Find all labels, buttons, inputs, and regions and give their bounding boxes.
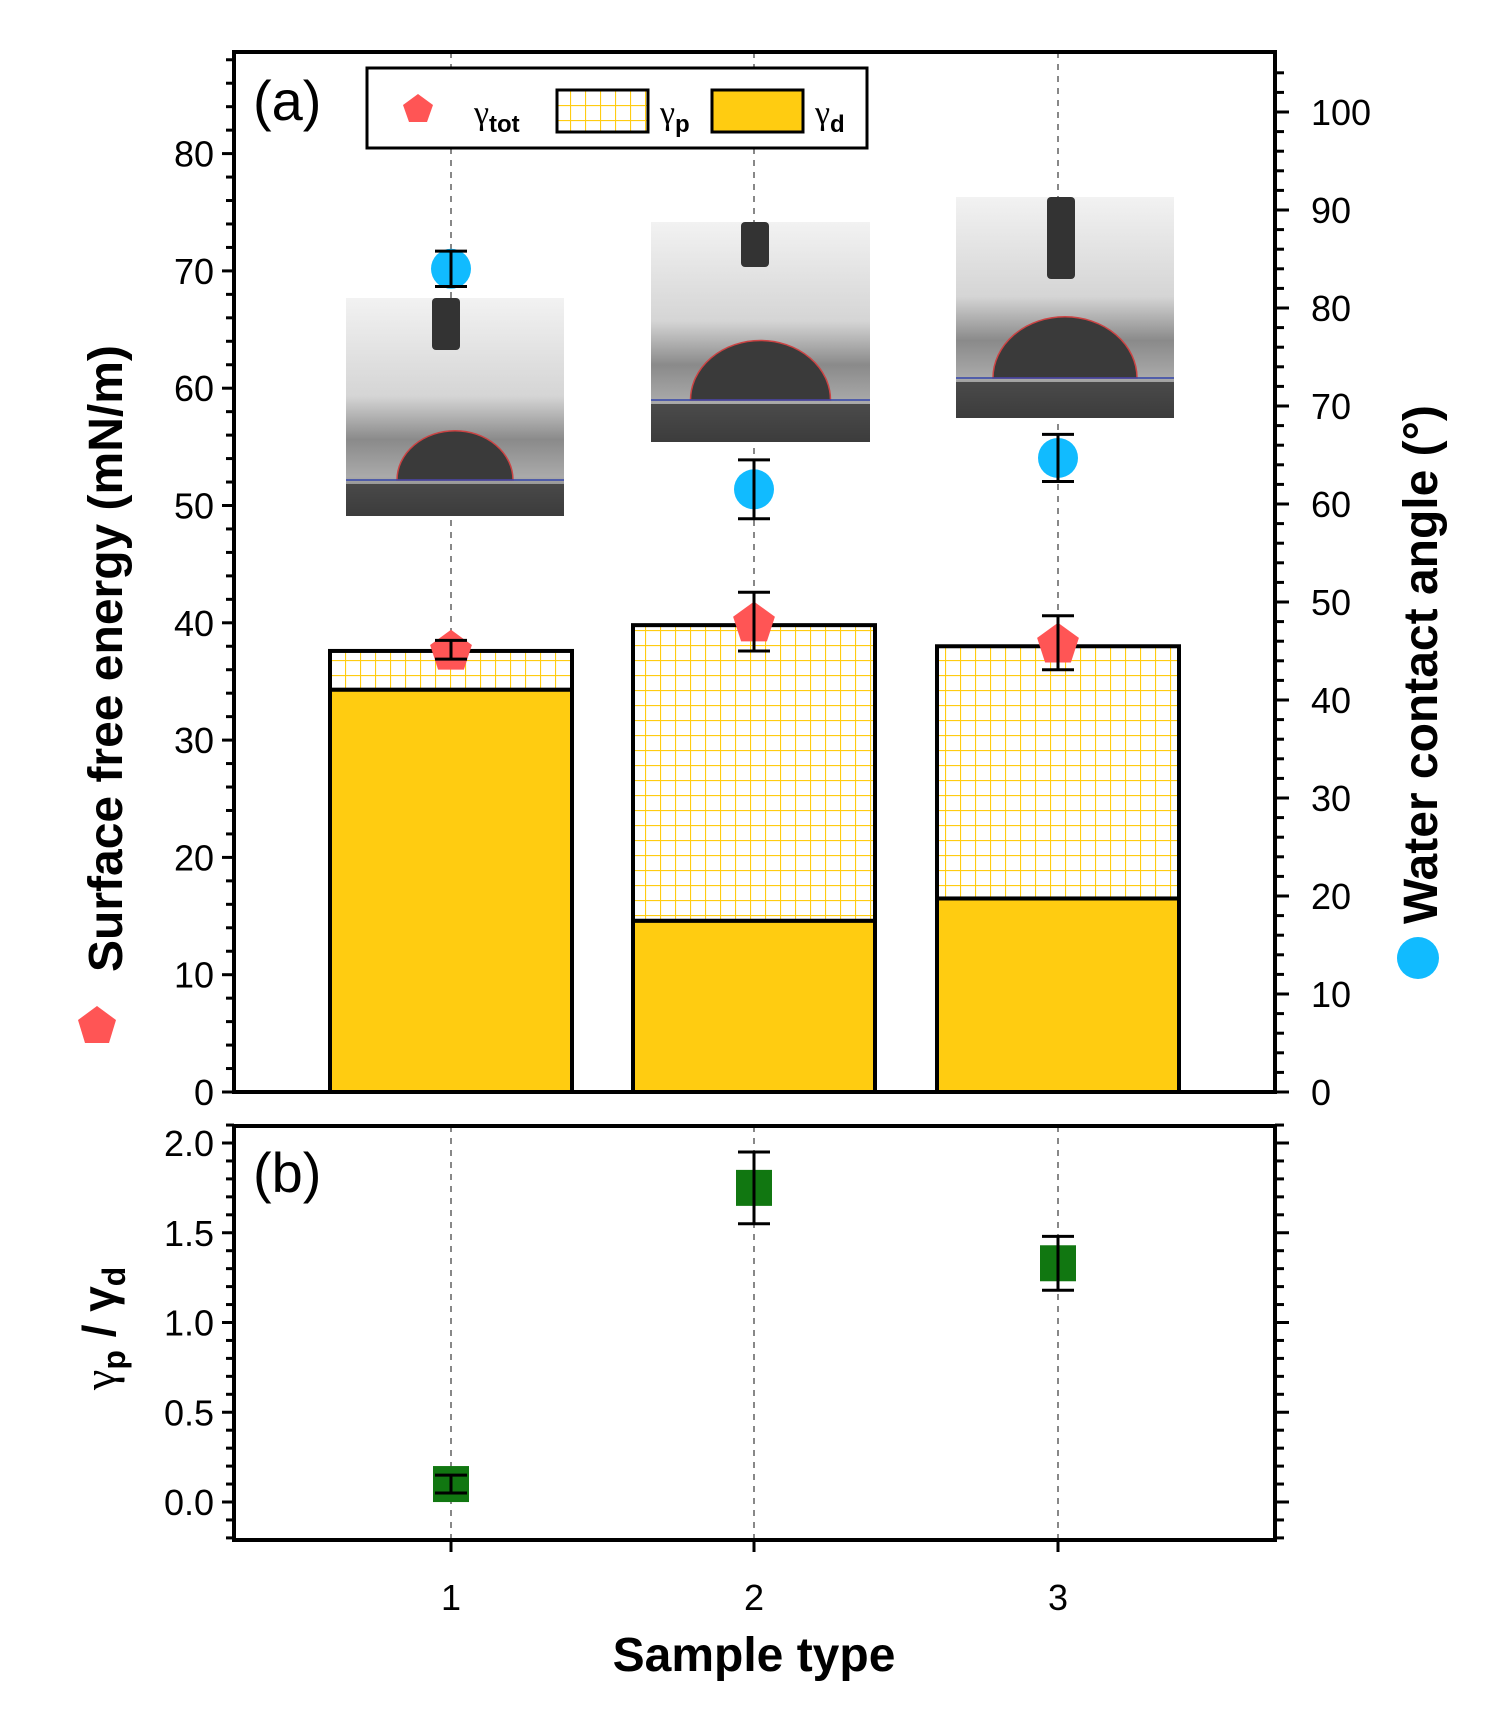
right-tick-label: 10 xyxy=(1311,974,1351,1015)
bar-gamma-p-2 xyxy=(631,623,877,923)
x-tick-label: 1 xyxy=(441,1577,461,1618)
left-tick-label: 70 xyxy=(174,251,214,292)
right-axis-title: Water contact angle (°) xyxy=(1395,405,1448,979)
x-tick-label: 3 xyxy=(1048,1577,1068,1618)
substrate-1 xyxy=(346,484,564,516)
right-tick-label: 100 xyxy=(1311,92,1371,133)
ratio-axis-title: γp / γd xyxy=(73,1267,132,1391)
droplet-icon-1 xyxy=(396,430,514,481)
right-tick-label: 0 xyxy=(1311,1072,1331,1113)
legend: γtot γp γd xyxy=(365,66,869,150)
left-tick-label: 50 xyxy=(174,486,214,527)
left-axis-ticks: 0 10 20 30 40 50 60 70 80 xyxy=(174,58,234,1113)
marker-points xyxy=(430,248,1079,672)
inset-1 xyxy=(346,298,564,516)
right-tick-label: 20 xyxy=(1311,876,1351,917)
droplet-icon-2 xyxy=(689,339,832,401)
left-axis-title-text: Surface free energy (mN/m) xyxy=(80,345,133,972)
left-tick-label: 10 xyxy=(174,955,214,996)
legend-grid-swatch xyxy=(555,88,650,134)
x-axis-title: Sample type xyxy=(613,1629,896,1682)
needle-icon-3 xyxy=(1047,197,1075,279)
left-tick-label-b: 1.5 xyxy=(164,1213,214,1254)
left-tick-label-b: 0.0 xyxy=(164,1482,214,1523)
panel-a: 0 10 20 30 40 50 60 70 80 0 10 20 30 40 50 60 70 80 90 100… xyxy=(78,50,1448,1113)
legend-label-gamma-p: γp xyxy=(659,95,690,138)
left-axis-title: Surface free energy (mN/m) xyxy=(78,345,133,1043)
left-tick-label: 80 xyxy=(174,134,214,175)
inset-3 xyxy=(956,197,1174,418)
stacked-bars xyxy=(328,623,1181,1095)
bar-gamma-d-1 xyxy=(328,687,574,1094)
left-tick-label-b: 0.5 xyxy=(164,1392,214,1433)
legend-solid-swatch xyxy=(710,88,805,134)
drop-image-insets xyxy=(346,197,1174,516)
inset-2 xyxy=(651,222,870,442)
x-axis-ticks: 1 2 3 xyxy=(441,1540,1068,1618)
left-tick-label: 0 xyxy=(194,1072,214,1113)
legend-label-gamma-d: γd xyxy=(814,95,845,138)
category-guide-lines-b xyxy=(450,1126,1059,1540)
left-tick-label-b: 2.0 xyxy=(164,1123,214,1164)
bar-gamma-d-2 xyxy=(631,918,877,1094)
left-axis-pentagon-icon xyxy=(78,1006,116,1043)
legend-pentagon-icon xyxy=(403,94,433,122)
right-axis-title-text: Water contact angle (°) xyxy=(1395,405,1448,924)
right-tick-label: 60 xyxy=(1311,484,1351,525)
right-tick-label: 30 xyxy=(1311,778,1351,819)
needle-icon-1 xyxy=(432,298,460,350)
legend-label-gamma-tot: γtot xyxy=(473,95,520,138)
right-tick-label: 80 xyxy=(1311,288,1351,329)
substrate-3 xyxy=(956,382,1174,418)
plot-frame-a xyxy=(232,50,1277,1094)
right-tick-label: 90 xyxy=(1311,190,1351,231)
substrate-2 xyxy=(651,404,870,442)
right-axis-circle-icon xyxy=(1397,937,1439,979)
panel-b: 0.0 0.5 1.0 1.5 2.0 1 2 3 (b) γp / γd Sample t… xyxy=(73,1123,1289,1682)
right-axis-ticks-b xyxy=(1275,1123,1289,1540)
right-axis-ticks: 0 10 20 30 40 50 60 70 80 90 100 xyxy=(1275,71,1371,1113)
x-tick-label: 2 xyxy=(744,1577,764,1618)
right-tick-label: 50 xyxy=(1311,582,1351,623)
panel-label-b: (b) xyxy=(253,1141,321,1204)
bar-gamma-p-3 xyxy=(935,644,1181,901)
ratio-points xyxy=(433,1150,1076,1503)
bar-gamma-d-3 xyxy=(935,896,1181,1095)
left-tick-label: 40 xyxy=(174,603,214,644)
left-tick-label-b: 1.0 xyxy=(164,1303,214,1344)
left-tick-label: 60 xyxy=(174,368,214,409)
right-tick-label: 70 xyxy=(1311,386,1351,427)
droplet-icon-3 xyxy=(992,316,1138,379)
needle-icon-2 xyxy=(741,222,769,267)
left-axis-ticks-b: 0.0 0.5 1.0 1.5 2.0 xyxy=(164,1123,234,1540)
right-tick-label: 40 xyxy=(1311,680,1351,721)
panel-label-a: (a) xyxy=(253,69,321,132)
left-tick-label: 20 xyxy=(174,837,214,878)
left-tick-label: 30 xyxy=(174,720,214,761)
